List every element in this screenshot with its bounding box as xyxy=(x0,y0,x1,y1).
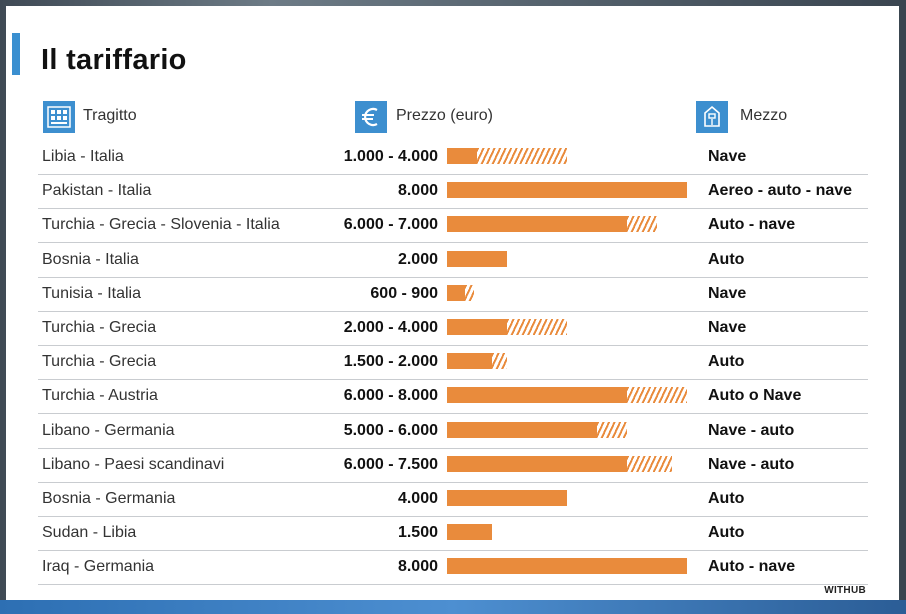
route-label: Libano - Germania xyxy=(42,421,175,439)
price-bar-range xyxy=(507,319,567,335)
table-row: Libano - Paesi scandinavi 6.000 - 7.500 Na… xyxy=(38,448,868,483)
bar-area xyxy=(447,319,687,335)
price-label: 8.000 xyxy=(397,558,438,576)
table-row: Turchia - Austria 6.000 - 8.000 Auto o Nav… xyxy=(38,379,868,415)
table-row: Turchia - Grecia 1.500 - 2.000 Auto xyxy=(38,345,868,381)
bar-area xyxy=(447,490,687,506)
means-label: Auto xyxy=(708,490,745,507)
price-label: 6.000 - 7.000 xyxy=(343,216,438,234)
table-row: Libano - Germania 5.000 - 6.000 Nave - aut… xyxy=(38,414,868,449)
price-bar-range xyxy=(627,216,657,233)
price-bar-min xyxy=(447,284,465,301)
means-label: Auto o Nave xyxy=(708,387,802,405)
price-bar-min xyxy=(447,455,627,472)
price-label: 8.000 xyxy=(397,182,438,200)
price-label: 1.500 xyxy=(397,524,438,542)
price-label: 5.000 - 6.000 xyxy=(343,421,438,439)
price-label: 6.000 - 8.000 xyxy=(343,387,438,405)
price-bar-min xyxy=(447,250,507,267)
price-bar-min xyxy=(447,387,627,404)
bar-area xyxy=(447,558,687,575)
bar-area xyxy=(447,250,687,267)
means-label: Nave - auto xyxy=(708,421,795,439)
price-bar-min xyxy=(447,319,507,335)
bar-area xyxy=(447,387,687,404)
price-bar-min xyxy=(447,148,477,164)
means-label: Nave - auto xyxy=(708,455,795,473)
price-bar-min xyxy=(447,216,627,233)
price-bar-range xyxy=(465,284,474,301)
source-credit: WITHUB xyxy=(824,585,866,596)
bar-area xyxy=(447,455,687,472)
euro-icon xyxy=(355,101,387,133)
price-label: 2.000 xyxy=(397,250,438,268)
price-bar-min xyxy=(447,421,597,438)
table-row: Tunisia - Italia 600 - 900 Nave xyxy=(38,277,868,312)
bar-area xyxy=(447,524,687,541)
route-label: Pakistan - Italia xyxy=(42,182,152,200)
route-label: Turchia - Grecia xyxy=(42,353,157,371)
price-bar-min xyxy=(447,558,687,575)
table-row: Bosnia - Germania 4.000 Auto xyxy=(38,482,868,517)
route-label: Libia - Italia xyxy=(42,148,124,165)
price-label: 1.000 - 4.000 xyxy=(343,148,438,165)
bar-area xyxy=(447,353,687,370)
means-label: Nave xyxy=(708,284,747,302)
price-bar-range xyxy=(627,455,672,472)
means-label: Nave xyxy=(708,319,747,336)
bar-area xyxy=(447,284,687,301)
bar-area xyxy=(447,148,687,164)
price-label: 600 - 900 xyxy=(370,284,438,302)
means-label: Auto - nave xyxy=(708,558,796,576)
map-icon xyxy=(43,101,75,133)
price-label: 2.000 - 4.000 xyxy=(343,319,438,336)
infographic-card xyxy=(6,6,899,606)
header-means: Mezzo xyxy=(740,107,788,124)
route-label: Bosnia - Italia xyxy=(42,250,139,268)
means-label: Aereo - auto - nave xyxy=(708,182,853,200)
route-label: Turchia - Grecia xyxy=(42,319,157,336)
bar-area xyxy=(447,182,687,199)
means-label: Auto - nave xyxy=(708,216,796,234)
price-bar-range xyxy=(627,387,687,404)
table-row: Libia - Italia 1.000 - 4.000 Nave xyxy=(38,140,868,175)
price-label: 4.000 xyxy=(397,490,438,507)
table-row: Bosnia - Italia 2.000 Auto xyxy=(38,243,868,278)
price-bar-range xyxy=(597,421,627,438)
table-row: Sudan - Libia 1.500 Auto xyxy=(38,516,868,552)
price-bar-min xyxy=(447,182,687,199)
table-row: Iraq - Germania 8.000 Auto - nave xyxy=(38,550,868,586)
means-label: Auto xyxy=(708,250,745,268)
means-label: Auto xyxy=(708,524,745,542)
price-bar-range xyxy=(477,148,567,164)
route-label: Iraq - Germania xyxy=(42,558,155,576)
chart-title: Il tariffario xyxy=(41,44,187,76)
means-label: Nave xyxy=(708,148,747,165)
title-accent-bar xyxy=(12,33,20,75)
header-price: Prezzo (euro) xyxy=(396,107,493,124)
route-label: Libano - Paesi scandinavi xyxy=(42,455,225,473)
price-bar-min xyxy=(447,353,492,370)
price-label: 6.000 - 7.500 xyxy=(343,455,438,473)
table-row: Pakistan - Italia 8.000 Aereo - auto - nav… xyxy=(38,174,868,210)
price-bar-range xyxy=(492,353,507,370)
bar-area xyxy=(447,216,687,233)
header-route: Tragitto xyxy=(83,107,137,124)
bottom-strip xyxy=(0,600,906,614)
price-bar-min xyxy=(447,524,492,541)
price-label: 1.500 - 2.000 xyxy=(343,353,438,371)
ferry-icon xyxy=(696,101,728,133)
bar-area xyxy=(447,421,687,438)
table-row: Turchia - Grecia - Slovenia - Italia 6.00… xyxy=(38,208,868,244)
route-label: Turchia - Grecia - Slovenia - Italia xyxy=(42,216,280,234)
table-row: Turchia - Grecia 2.000 - 4.000 Nave xyxy=(38,311,868,346)
route-label: Bosnia - Germania xyxy=(42,490,176,507)
route-label: Tunisia - Italia xyxy=(42,284,141,302)
route-label: Turchia - Austria xyxy=(42,387,158,405)
price-bar-min xyxy=(447,490,567,506)
means-label: Auto xyxy=(708,353,745,371)
route-label: Sudan - Libia xyxy=(42,524,137,542)
